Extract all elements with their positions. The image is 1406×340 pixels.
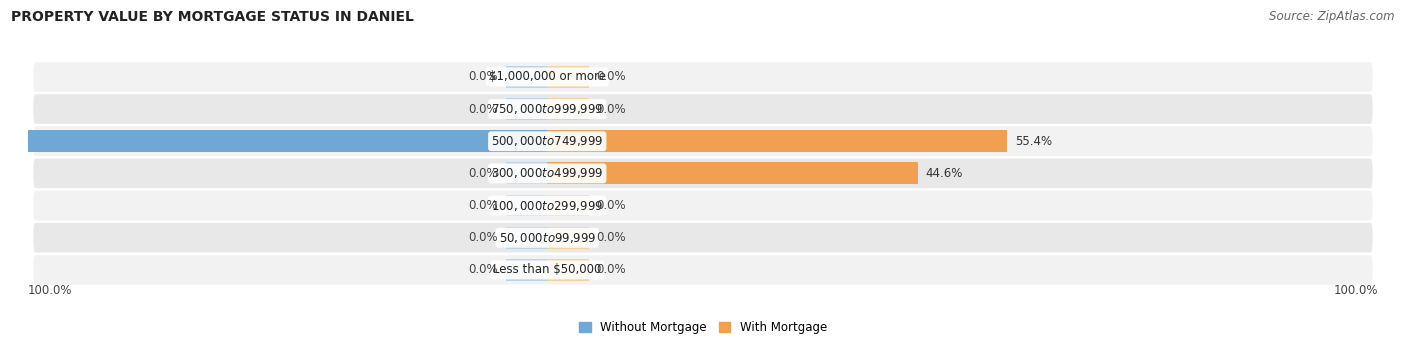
- Text: $500,000 to $749,999: $500,000 to $749,999: [491, 134, 603, 148]
- Bar: [506, 259, 547, 281]
- FancyBboxPatch shape: [34, 126, 1372, 156]
- Text: $750,000 to $999,999: $750,000 to $999,999: [491, 102, 603, 116]
- Text: 44.6%: 44.6%: [925, 167, 963, 180]
- Bar: [506, 227, 547, 249]
- Bar: [547, 98, 589, 120]
- Text: 55.4%: 55.4%: [1015, 135, 1052, 148]
- Text: 0.0%: 0.0%: [596, 103, 626, 116]
- Bar: [506, 194, 547, 217]
- Text: 100.0%: 100.0%: [0, 135, 20, 148]
- Text: 0.0%: 0.0%: [596, 231, 626, 244]
- Text: 0.0%: 0.0%: [596, 264, 626, 276]
- Text: 0.0%: 0.0%: [468, 231, 498, 244]
- Bar: [547, 227, 589, 249]
- Text: 0.0%: 0.0%: [468, 264, 498, 276]
- Bar: [506, 98, 547, 120]
- Text: $100,000 to $299,999: $100,000 to $299,999: [491, 199, 603, 212]
- Bar: [547, 194, 589, 217]
- Text: $300,000 to $499,999: $300,000 to $499,999: [491, 166, 603, 181]
- Bar: [506, 66, 547, 88]
- Text: 0.0%: 0.0%: [468, 70, 498, 83]
- Bar: [547, 163, 918, 184]
- Bar: [547, 259, 589, 281]
- Text: 0.0%: 0.0%: [468, 167, 498, 180]
- FancyBboxPatch shape: [34, 191, 1372, 220]
- Bar: [547, 66, 589, 88]
- Text: $1,000,000 or more: $1,000,000 or more: [489, 70, 606, 83]
- Text: 0.0%: 0.0%: [468, 103, 498, 116]
- Text: Less than $50,000: Less than $50,000: [494, 264, 602, 276]
- Legend: Without Mortgage, With Mortgage: Without Mortgage, With Mortgage: [574, 317, 832, 339]
- Bar: [506, 163, 547, 184]
- Text: Source: ZipAtlas.com: Source: ZipAtlas.com: [1270, 10, 1395, 23]
- Bar: [28, 130, 547, 152]
- Text: 0.0%: 0.0%: [468, 199, 498, 212]
- Text: 0.0%: 0.0%: [596, 199, 626, 212]
- Text: 100.0%: 100.0%: [1333, 284, 1378, 297]
- FancyBboxPatch shape: [34, 62, 1372, 92]
- FancyBboxPatch shape: [34, 223, 1372, 253]
- Text: 100.0%: 100.0%: [28, 284, 73, 297]
- Bar: [547, 130, 1008, 152]
- FancyBboxPatch shape: [34, 94, 1372, 124]
- Text: PROPERTY VALUE BY MORTGAGE STATUS IN DANIEL: PROPERTY VALUE BY MORTGAGE STATUS IN DAN…: [11, 10, 415, 24]
- FancyBboxPatch shape: [34, 255, 1372, 285]
- Text: 0.0%: 0.0%: [596, 70, 626, 83]
- Text: $50,000 to $99,999: $50,000 to $99,999: [499, 231, 596, 245]
- FancyBboxPatch shape: [34, 158, 1372, 188]
